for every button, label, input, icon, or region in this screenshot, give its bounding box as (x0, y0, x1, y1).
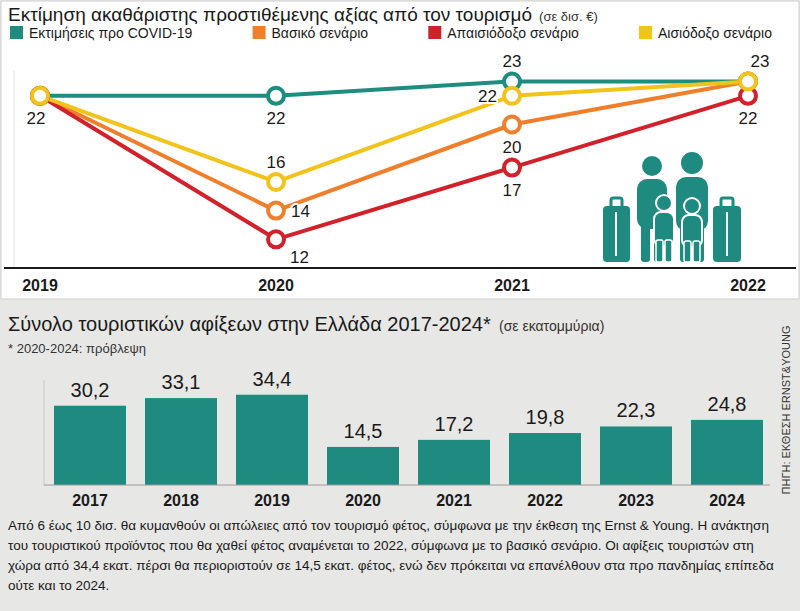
data-label: 22 (267, 109, 286, 128)
head (681, 152, 703, 174)
data-label: 12 (290, 248, 309, 267)
legend-swatch (253, 26, 266, 39)
infographic: Εκτίμηση ακαθάριστης προστιθέμενης αξίας… (0, 0, 800, 516)
data-label: 16 (267, 153, 286, 172)
bar (600, 426, 672, 485)
data-label: 20 (503, 138, 522, 157)
suitcase-stripe (726, 212, 728, 256)
series-line (40, 96, 748, 239)
bar (418, 440, 490, 485)
bar (145, 398, 217, 485)
point (268, 231, 284, 247)
x-tick-label: 2018 (163, 492, 199, 509)
suitcase-handle (721, 198, 733, 208)
data-label: 14,5 (344, 420, 383, 442)
y-range-line (44, 380, 45, 485)
subtitle: (σε εκατομμύρια) (499, 318, 604, 334)
x-tick-label: 2020 (258, 277, 294, 294)
legend-swatch (10, 26, 23, 39)
x-tick-label: 2023 (618, 492, 654, 509)
x-tick-label: 2022 (730, 277, 766, 294)
y-range-line (14, 70, 15, 268)
data-label: 17 (503, 181, 522, 200)
bar-marks (54, 395, 763, 485)
suitcase (603, 206, 630, 262)
point (740, 73, 756, 89)
bar (691, 420, 763, 485)
leg (684, 241, 691, 262)
point (740, 73, 756, 89)
panel (1, 1, 799, 299)
family-icon (603, 152, 741, 262)
point (268, 203, 284, 219)
head (684, 198, 700, 214)
series-line (40, 81, 748, 181)
point (32, 88, 48, 104)
leg (665, 240, 672, 262)
x-tick-label: 2019 (22, 277, 58, 294)
point (504, 160, 520, 176)
suitcase-stripe (615, 212, 617, 256)
data-label: 22 (27, 109, 46, 128)
subtitle: (σε δισ. €) (539, 9, 598, 24)
legend-label: Εκτιμήσεις προ COVID-19 (29, 25, 193, 41)
bar (327, 447, 399, 485)
title: Σύνολο τουριστικών αφίξεων στην Ελλάδα 2… (8, 313, 491, 335)
leg (656, 240, 663, 262)
caption: Από 6 έως 10 δισ. θα κυμανθούν οι απώλει… (8, 516, 788, 596)
data-label: 23 (503, 52, 522, 71)
head (656, 195, 672, 211)
legend-label: Αισιόδοξο σενάριο (658, 25, 772, 41)
data-label: 22 (739, 109, 758, 128)
data-label: 33,1 (162, 371, 201, 393)
data-label: 14 (291, 202, 310, 221)
series-line (40, 81, 748, 210)
data-label: 30,2 (71, 379, 110, 401)
data-label: 23 (751, 52, 770, 71)
legend-swatch (428, 26, 441, 39)
x-tick-label: 2021 (436, 492, 472, 509)
point (504, 88, 520, 104)
point (268, 88, 284, 104)
head (642, 156, 662, 176)
point (740, 73, 756, 89)
point (504, 117, 520, 133)
legend-swatch (639, 26, 652, 39)
point (32, 88, 48, 104)
x-axis (4, 267, 796, 269)
title: Εκτίμηση ακαθάριστης προστιθέμενης αξίας… (8, 4, 532, 25)
x-tick-label: 2017 (72, 492, 108, 509)
data-label: 22 (478, 87, 497, 106)
data-label: 34,4 (253, 368, 292, 390)
x-tick-label: 2024 (709, 492, 745, 509)
x-tick-label: 2022 (527, 492, 563, 509)
leg (693, 241, 700, 262)
data-label: 19,8 (526, 406, 565, 428)
x-axis (44, 485, 770, 486)
suitcase (713, 206, 741, 262)
x-tick-label: 2019 (254, 492, 290, 509)
point (32, 88, 48, 104)
note: * 2020-2024: πρόβλεψη (8, 341, 146, 356)
x-tick-label: 2020 (345, 492, 381, 509)
data-labels: 22 22 23 23 14 20 12 17 22 16 22 (27, 52, 770, 267)
bar (236, 395, 308, 485)
bar (509, 433, 581, 485)
line-marks (32, 73, 756, 247)
legend: Εκτιμήσεις προ COVID-19 Βασικό σενάριο Απα… (10, 25, 772, 41)
point (32, 88, 48, 104)
leg (641, 220, 650, 262)
legend-label: Βασικό σενάριο (272, 25, 369, 41)
x-tick-label: 2021 (494, 277, 530, 294)
legend-label: Απαισιόδοξο σενάριο (447, 25, 579, 41)
data-label: 22,3 (617, 399, 656, 421)
source: ΠΗΓΗ: ΕΚΘΕΣΗ ERNST&YOUNG (780, 326, 792, 495)
suitcase-handle (611, 198, 622, 208)
data-label: 24,8 (708, 393, 747, 415)
data-label: 17,2 (435, 413, 474, 435)
point (268, 174, 284, 190)
bar (54, 406, 126, 485)
